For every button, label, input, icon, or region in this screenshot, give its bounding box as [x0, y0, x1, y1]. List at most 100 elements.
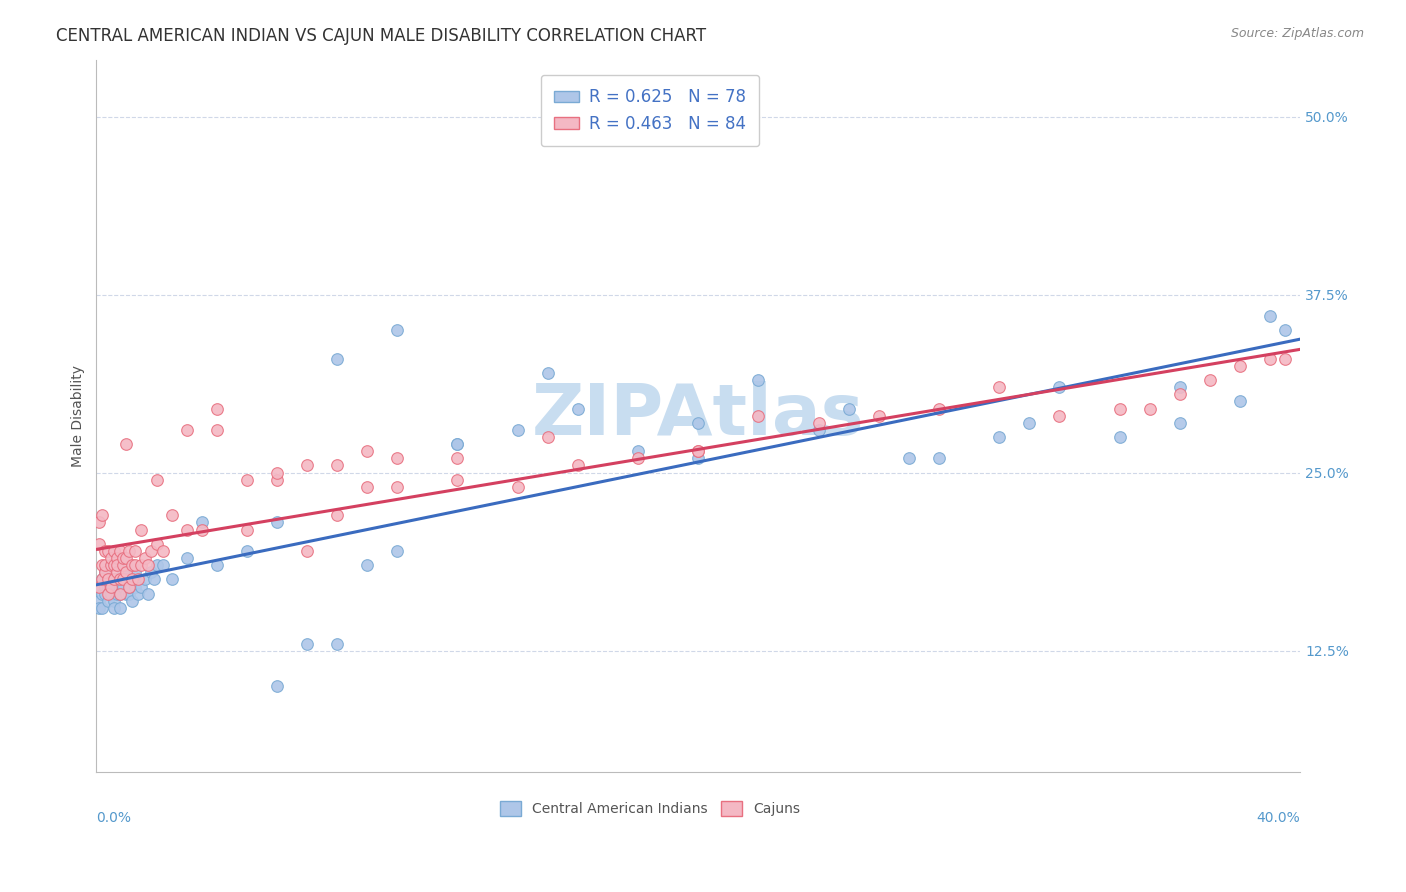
Point [897, 451, 920, 466]
Point [688, 444, 710, 458]
Point [567, 458, 589, 473]
Point [1108, 401, 1130, 416]
Point [1108, 430, 1130, 444]
Point [131, 558, 153, 573]
Point [446, 437, 468, 451]
Point [107, 587, 129, 601]
Point [295, 636, 318, 650]
Point [103, 558, 125, 573]
Point [506, 480, 529, 494]
Point [1168, 416, 1191, 430]
Point [97, 544, 120, 558]
Point [115, 437, 138, 451]
Point [94, 580, 117, 594]
Point [97, 587, 120, 601]
Point [134, 551, 156, 566]
Point [89, 601, 111, 615]
Point [326, 636, 349, 650]
Point [124, 558, 146, 573]
Point [94, 587, 117, 601]
Point [356, 444, 378, 458]
Point [112, 573, 135, 587]
Point [91, 508, 114, 523]
Point [103, 573, 125, 587]
Point [1168, 380, 1191, 394]
Text: 40.0%: 40.0% [1257, 811, 1301, 825]
Point [266, 473, 288, 487]
Point [387, 323, 409, 337]
Point [110, 601, 132, 615]
Point [326, 351, 349, 366]
Point [387, 480, 409, 494]
Point [145, 537, 167, 551]
Point [124, 580, 146, 594]
Text: 0.0%: 0.0% [97, 811, 131, 825]
Point [1258, 309, 1281, 323]
Point [356, 480, 378, 494]
Point [688, 444, 710, 458]
Point [100, 580, 122, 594]
Point [110, 587, 132, 601]
Point [107, 566, 129, 580]
Point [928, 401, 950, 416]
Point [91, 587, 114, 601]
Point [94, 558, 117, 573]
Point [100, 551, 122, 566]
Point [176, 423, 198, 437]
Point [838, 401, 860, 416]
Point [205, 423, 228, 437]
Point [295, 458, 318, 473]
Point [1047, 409, 1070, 423]
Point [110, 587, 132, 601]
Point [236, 544, 259, 558]
Point [326, 458, 349, 473]
Point [118, 580, 141, 594]
Point [152, 558, 174, 573]
Point [356, 558, 378, 573]
Point [97, 580, 120, 594]
Point [107, 573, 129, 587]
Point [142, 573, 165, 587]
Point [134, 573, 156, 587]
Point [387, 544, 409, 558]
Point [124, 566, 146, 580]
Point [121, 573, 143, 587]
Point [868, 409, 890, 423]
Point [747, 373, 769, 387]
Point [100, 558, 122, 573]
Point [928, 451, 950, 466]
Point [89, 594, 111, 608]
Point [115, 551, 138, 566]
Point [190, 523, 212, 537]
Point [1274, 351, 1296, 366]
Point [118, 580, 141, 594]
Point [1139, 401, 1161, 416]
Point [1047, 380, 1070, 394]
Point [176, 523, 198, 537]
Point [103, 544, 125, 558]
Point [127, 587, 149, 601]
Point [145, 558, 167, 573]
Point [100, 587, 122, 601]
Point [107, 551, 129, 566]
Point [118, 544, 141, 558]
Point [190, 516, 212, 530]
Point [145, 473, 167, 487]
Point [91, 573, 114, 587]
Point [131, 523, 153, 537]
Point [446, 437, 468, 451]
Point [152, 544, 174, 558]
Point [136, 587, 159, 601]
Point [627, 451, 650, 466]
Point [205, 401, 228, 416]
Point [326, 508, 349, 523]
Text: CENTRAL AMERICAN INDIAN VS CAJUN MALE DISABILITY CORRELATION CHART: CENTRAL AMERICAN INDIAN VS CAJUN MALE DI… [56, 27, 706, 45]
Point [110, 573, 132, 587]
Point [627, 444, 650, 458]
Point [115, 558, 138, 573]
Point [89, 580, 111, 594]
Point [1168, 387, 1191, 401]
Point [103, 601, 125, 615]
Point [295, 544, 318, 558]
Point [112, 580, 135, 594]
